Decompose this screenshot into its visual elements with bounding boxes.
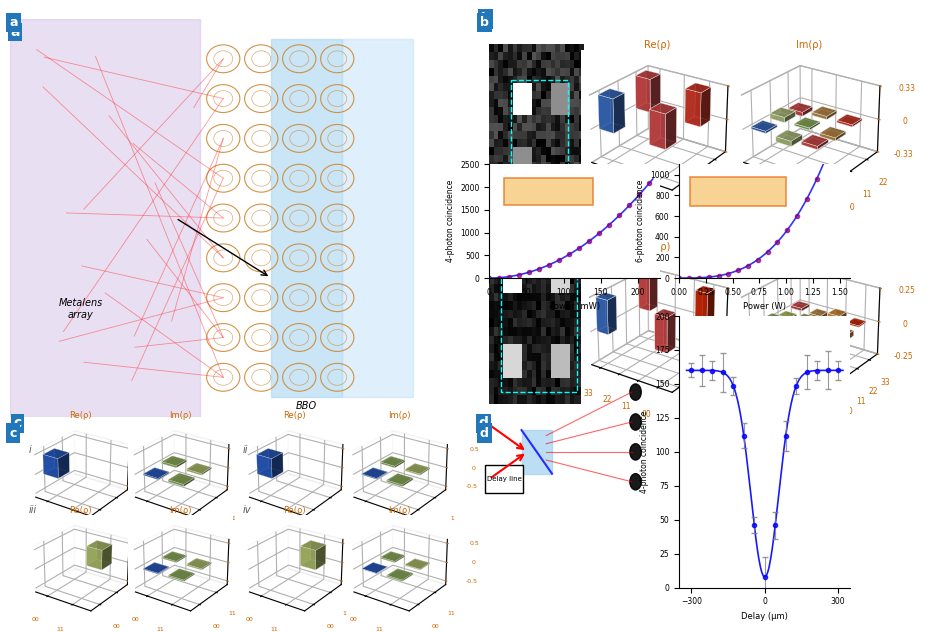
Text: i: i [28,445,31,455]
Circle shape [630,414,641,430]
X-axis label: Delay (μm): Delay (μm) [741,612,788,621]
Text: b: b [480,16,488,29]
Title: Re(ρ): Re(ρ) [644,242,671,252]
Title: Re(ρ): Re(ρ) [283,411,306,420]
Title: Im(ρ): Im(ρ) [169,411,192,420]
Bar [504,178,594,205]
X-axis label: Power (W): Power (W) [743,302,787,312]
Bar [502,255,578,392]
X-axis label: Power (mW): Power (mW) [549,302,600,312]
Text: d: d [480,427,488,440]
Bar [511,80,568,174]
Text: Metalens
array: Metalens array [59,298,103,320]
Polygon shape [522,430,552,473]
Title: Re(ρ): Re(ρ) [69,411,92,420]
Y-axis label: 6-photon coincidence: 6-photon coincidence [636,180,645,262]
Text: c: c [10,427,17,440]
Title: Re(ρ): Re(ρ) [69,506,92,515]
Text: BBO: BBO [295,401,317,411]
Y-axis label: 4-photon coincidence: 4-photon coincidence [640,411,650,493]
Title: Im(ρ): Im(ρ) [796,242,823,252]
Text: a: a [10,25,19,39]
Title: Im(ρ): Im(ρ) [169,506,192,515]
Bar [690,177,787,205]
Title: Re(ρ): Re(ρ) [283,506,306,515]
Polygon shape [342,39,413,398]
Title: Im(ρ): Im(ρ) [388,411,410,420]
Title: Re(ρ): Re(ρ) [644,40,671,50]
Text: iv: iv [242,505,251,515]
Text: iii: iii [28,505,37,515]
Text: Delay line: Delay line [487,476,522,482]
Title: Im(ρ): Im(ρ) [388,506,410,515]
Text: ii: ii [242,445,248,455]
Text: d: d [479,416,488,430]
Title: Im(ρ): Im(ρ) [796,40,823,50]
Circle shape [630,473,641,490]
Bar [485,465,523,493]
Text: a: a [10,16,18,29]
Polygon shape [271,39,342,398]
Polygon shape [10,19,199,417]
Circle shape [630,444,641,460]
Y-axis label: 4-photon coincidence: 4-photon coincidence [446,180,455,262]
Text: c: c [13,416,22,430]
Circle shape [630,384,641,400]
Text: b: b [481,12,490,26]
